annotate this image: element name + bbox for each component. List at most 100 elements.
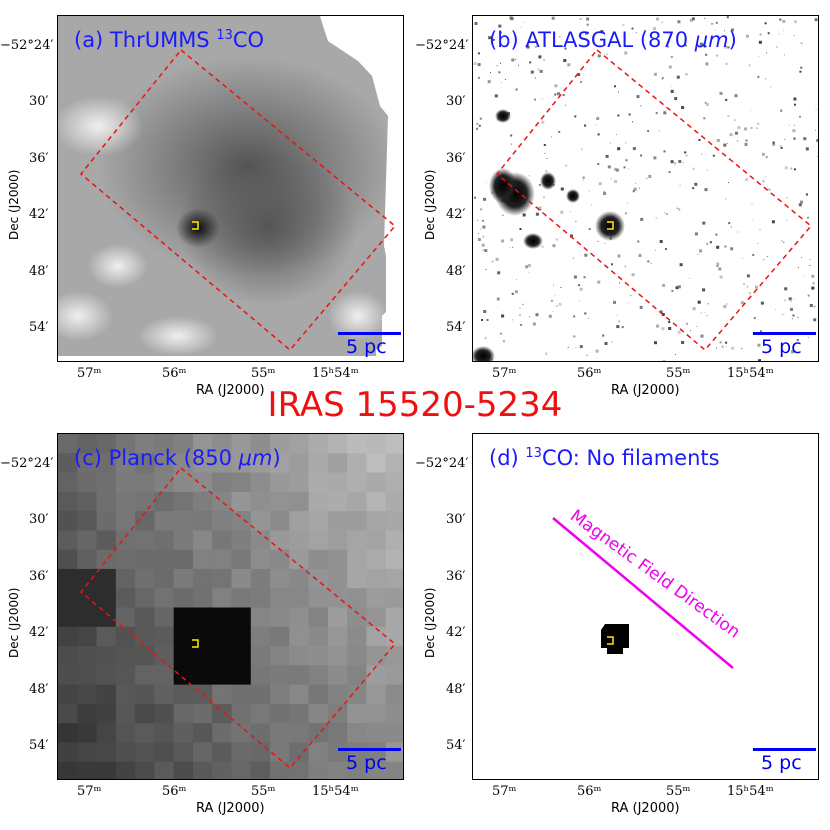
planck-pixel [154, 491, 175, 512]
planck-pixel [154, 549, 175, 570]
planck-pixel [212, 665, 233, 686]
dust-speckle [543, 58, 546, 61]
planck-pixel [77, 472, 98, 493]
planck-pixel [347, 665, 368, 686]
dust-speckle [595, 124, 596, 126]
dust-speckle [504, 79, 506, 80]
planck-pixel [289, 703, 310, 724]
panel-b-xtick: 15ʰ54ᵐ [727, 366, 774, 381]
planck-pixel [308, 723, 329, 744]
planck-pixel [270, 568, 290, 589]
dust-speckle [637, 85, 639, 87]
dust-speckle [530, 70, 534, 74]
planck-pixel [58, 723, 78, 744]
panel-d-xtick: 15ʰ54ᵐ [727, 784, 774, 799]
dust-speckle [607, 165, 611, 169]
dust-speckle [758, 55, 760, 57]
planck-pixel [366, 703, 387, 724]
planck-pixel [289, 665, 310, 686]
planck-pixel [270, 588, 290, 609]
dust-speckle [519, 228, 522, 230]
planck-pixel [192, 626, 213, 647]
dust-speckle [725, 341, 728, 344]
planck-pixel [96, 588, 117, 609]
panel-b-ytick: 30′ [446, 94, 466, 109]
dust-speckle [577, 73, 581, 76]
dust-speckle [606, 53, 608, 55]
dust-speckle [480, 208, 483, 211]
dust-speckle [529, 61, 532, 64]
planck-pixel [231, 453, 252, 474]
dust-speckle [588, 190, 590, 192]
dust-speckle [554, 93, 557, 96]
dust-speckle [724, 245, 727, 248]
dust-speckle [711, 22, 714, 25]
planck-pixel [289, 646, 310, 666]
dust-speckle [534, 98, 536, 101]
planck-pixel [270, 511, 290, 531]
planck-pixel [154, 646, 175, 666]
dust-speckle [482, 235, 485, 238]
dust-speckle [729, 133, 733, 137]
dust-speckle [541, 245, 544, 248]
dust-speckle [638, 254, 642, 257]
dust-speckle [762, 180, 765, 183]
dust-speckle [696, 326, 698, 327]
planck-pixel [289, 434, 310, 454]
dust-speckle [514, 290, 518, 294]
dust-speckle [724, 45, 728, 49]
planck-pixel [366, 434, 387, 454]
dust-speckle [582, 179, 584, 181]
planck-pixel [366, 723, 387, 744]
planck-pixel [308, 491, 329, 512]
panel-c-scalebar [338, 748, 401, 751]
planck-pixel [154, 588, 175, 609]
dust-speckle [689, 330, 691, 332]
dust-speckle [604, 342, 608, 345]
dust-speckle [527, 263, 531, 267]
planck-pixel [289, 723, 310, 744]
planck-pixel [135, 511, 155, 531]
planck-pixel [366, 491, 387, 512]
dust-speckle [791, 318, 793, 320]
panel-b-image: (b) ATLASGAL (870 μm) 5 pc [472, 15, 819, 362]
planck-pixel [192, 588, 213, 609]
planck-pixel [96, 703, 117, 724]
panel-a-ytick: 42′ [29, 207, 49, 222]
dust-speckle [793, 35, 795, 36]
dust-speckle [744, 142, 748, 146]
dust-speckle [494, 94, 498, 98]
planck-pixel [327, 761, 348, 779]
dust-speckle [813, 305, 816, 308]
dust-speckle [659, 310, 663, 314]
planck-pixel [96, 568, 117, 589]
planck-pixel [154, 723, 175, 744]
planck-pixel [250, 491, 271, 512]
planck-pixel [347, 491, 368, 512]
dust-speckle [772, 141, 775, 144]
dust-speckle [818, 213, 819, 216]
planck-pixel [115, 703, 136, 724]
planck-pixel [250, 568, 271, 589]
dust-speckle [670, 89, 674, 93]
planck-pixel [115, 723, 136, 744]
dust-speckle [761, 152, 765, 156]
dust-speckle [586, 354, 588, 356]
planck-pixel [231, 588, 252, 609]
dust-speckle [776, 46, 778, 48]
dust-speckle [474, 196, 476, 199]
planck-pixel [192, 607, 213, 628]
panel-b-ytick: 48′ [446, 264, 466, 279]
dust-speckle [656, 324, 660, 328]
dust-speckle [757, 75, 760, 78]
dust-speckle [551, 16, 555, 20]
dust-speckle [617, 147, 621, 151]
dust-speckle [659, 240, 663, 243]
dust-speckle [783, 30, 785, 31]
dust-speckle [705, 53, 708, 56]
panel-d-ytick: 30′ [446, 512, 466, 527]
dust-speckle [712, 154, 715, 157]
planck-pixel [58, 588, 78, 609]
panel-d-ytick: 36′ [446, 569, 466, 584]
planck-pixel [289, 511, 310, 531]
